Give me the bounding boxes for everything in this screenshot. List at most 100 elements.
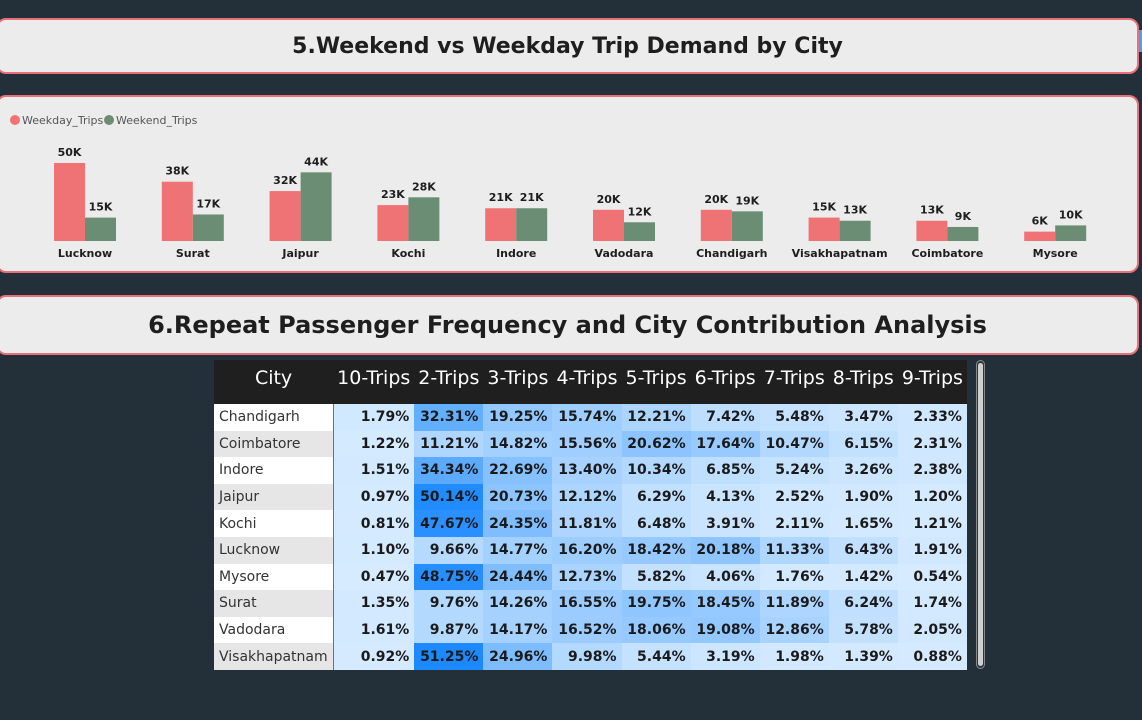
bar-data-label: 23K xyxy=(381,188,405,201)
matrix-cell: 0.47% xyxy=(333,563,415,591)
bar-data-label: 9K xyxy=(955,210,972,223)
bar-data-label: 15K xyxy=(812,201,836,214)
matrix-cell: 5.48% xyxy=(759,404,829,431)
matrix-cell: 2.11% xyxy=(759,510,829,537)
matrix-row-city: Indore xyxy=(214,457,334,484)
bar-weekday_trips xyxy=(593,209,624,241)
bar-weekend_trips xyxy=(408,197,440,241)
matrix-row-city: Kochi xyxy=(214,510,334,537)
matrix-row[interactable]: Kochi 0.81% 47.67% 24.35% 11.81% 6.48% 3.91% 2.… xyxy=(214,510,967,537)
matrix-cell: 24.44% xyxy=(483,563,553,591)
legend-marker-weekday_trips xyxy=(10,115,20,125)
matrix-cell: 18.42% xyxy=(621,536,691,564)
matrix-cell: 12.21% xyxy=(621,404,691,431)
matrix-row[interactable]: Chandigarh 1.79% 32.31% 19.25% 15.74% 12.21% 7… xyxy=(214,404,967,431)
matrix-cell: 12.12% xyxy=(552,483,622,511)
bar-weekday_trips xyxy=(161,181,193,241)
bar-data-label: 20K xyxy=(704,193,728,206)
matrix-cell: 1.76% xyxy=(759,563,829,591)
matrix-cell: 1.35% xyxy=(333,590,415,617)
matrix-cell: 3.47% xyxy=(828,404,898,431)
matrix-row-city: Jaipur xyxy=(214,483,334,511)
matrix-cell: 0.81% xyxy=(333,510,415,537)
weekend-weekday-chart-card: Weekday_Trips Weekend_Trips 50K 15K Lucknow 3… xyxy=(0,95,1139,273)
matrix-row[interactable]: Visakhapatnam 0.92% 51.25% 24.96% 9.98% 5.44%… xyxy=(214,643,967,670)
edge-marker xyxy=(1139,30,1142,52)
bar-data-label: 19K xyxy=(735,194,759,207)
matrix-row-city: Mysore xyxy=(214,563,334,591)
bar-data-label: 28K xyxy=(412,180,436,193)
matrix-row[interactable]: Surat 1.35% 9.76% 14.26% 16.55% 19.75% 18.45% 1… xyxy=(214,590,967,617)
bar-weekend_trips xyxy=(947,226,979,241)
matrix-header-column[interactable]: 10-Trips xyxy=(333,360,415,396)
bar-data-label: 17K xyxy=(196,197,220,210)
matrix-cell: 19.25% xyxy=(483,404,553,431)
matrix-row[interactable]: Jaipur 0.97% 50.14% 20.73% 12.12% 6.29% 4.13% 2… xyxy=(214,483,967,511)
matrix-cell: 5.44% xyxy=(621,643,691,670)
matrix-row[interactable]: Mysore 0.47% 48.75% 24.44% 12.73% 5.82% 4.06% 1… xyxy=(214,563,967,591)
matrix-header-column[interactable]: 5-Trips xyxy=(621,360,691,396)
matrix-header-column[interactable]: 3-Trips xyxy=(483,360,553,396)
matrix-cell: 1.39% xyxy=(828,643,898,670)
matrix-cell: 0.92% xyxy=(333,643,415,670)
matrix-cell: 12.73% xyxy=(552,563,622,591)
matrix-header-column[interactable]: 4-Trips xyxy=(552,360,622,396)
bar-weekday_trips xyxy=(54,163,85,241)
matrix-header-column[interactable]: 2-Trips xyxy=(414,360,484,396)
bar-weekday_trips xyxy=(377,205,409,241)
matrix-scrollbar[interactable] xyxy=(976,360,985,669)
matrix-row-city: Coimbatore xyxy=(214,430,334,458)
matrix-header-city[interactable]: City xyxy=(214,360,334,396)
matrix-cell: 22.69% xyxy=(483,457,553,484)
matrix-cell: 11.81% xyxy=(552,510,622,537)
matrix-cell: 1.21% xyxy=(897,510,967,537)
matrix-cell: 3.26% xyxy=(828,457,898,484)
matrix-cell: 2.33% xyxy=(897,404,967,431)
matrix-row-city: Surat xyxy=(214,590,334,617)
matrix-header-column[interactable]: 7-Trips xyxy=(759,360,829,396)
matrix-cell: 0.97% xyxy=(333,483,415,511)
bar-data-label: 38K xyxy=(165,165,189,178)
matrix-row[interactable]: Coimbatore 1.22% 11.21% 14.82% 15.56% 20.62% 1… xyxy=(214,430,967,458)
matrix-header-column[interactable]: 8-Trips xyxy=(828,360,898,396)
matrix-cell: 9.76% xyxy=(414,590,484,617)
matrix-cell: 20.18% xyxy=(690,536,760,564)
matrix-scrollbar-thumb[interactable] xyxy=(978,363,983,666)
matrix-cell: 17.64% xyxy=(690,430,760,458)
matrix-cell: 24.96% xyxy=(483,643,553,670)
matrix-header-column[interactable]: 9-Trips xyxy=(897,360,967,396)
bar-weekend_trips xyxy=(839,220,871,241)
matrix-row[interactable]: Lucknow 1.10% 9.66% 14.77% 16.20% 18.42% 20.18… xyxy=(214,536,967,564)
matrix-cell: 19.08% xyxy=(690,616,760,644)
x-axis-category-label: Coimbatore xyxy=(911,247,983,260)
matrix-cell: 1.79% xyxy=(333,404,415,431)
bar-weekend_trips xyxy=(300,172,332,241)
matrix-row-city: Vadodara xyxy=(214,616,334,644)
bar-weekend_trips xyxy=(731,211,763,241)
x-axis-category-label: Visakhapatnam xyxy=(792,247,888,260)
matrix-cell: 1.98% xyxy=(759,643,829,670)
matrix-cell: 11.33% xyxy=(759,536,829,564)
matrix-header-column[interactable]: 6-Trips xyxy=(690,360,760,396)
matrix-cell: 2.52% xyxy=(759,483,829,511)
bar-weekday_trips xyxy=(700,209,732,241)
matrix-cell: 14.82% xyxy=(483,430,553,458)
x-axis-category-label: Jaipur xyxy=(281,247,319,260)
legend-marker-weekend_trips xyxy=(104,115,114,125)
matrix-cell: 1.74% xyxy=(897,590,967,617)
matrix-cell: 15.74% xyxy=(552,404,622,431)
matrix-cell: 3.19% xyxy=(690,643,760,670)
matrix-cell: 6.24% xyxy=(828,590,898,617)
x-axis-category-label: Mysore xyxy=(1033,247,1078,260)
matrix-row[interactable]: Indore 1.51% 34.34% 22.69% 13.40% 10.34% 6.85%… xyxy=(214,457,967,484)
bar-weekend_trips xyxy=(1055,225,1087,241)
matrix-cell: 0.88% xyxy=(897,643,967,670)
matrix-cell: 9.87% xyxy=(414,616,484,644)
matrix-cell: 6.43% xyxy=(828,536,898,564)
matrix-cell: 5.78% xyxy=(828,616,898,644)
matrix-cell: 18.06% xyxy=(621,616,691,644)
matrix-row[interactable]: Vadodara 1.61% 9.87% 14.17% 16.52% 18.06% 19.0… xyxy=(214,616,967,644)
matrix-cell: 18.45% xyxy=(690,590,760,617)
bar-data-label: 13K xyxy=(920,204,944,217)
bar-weekday_trips xyxy=(1024,231,1056,241)
